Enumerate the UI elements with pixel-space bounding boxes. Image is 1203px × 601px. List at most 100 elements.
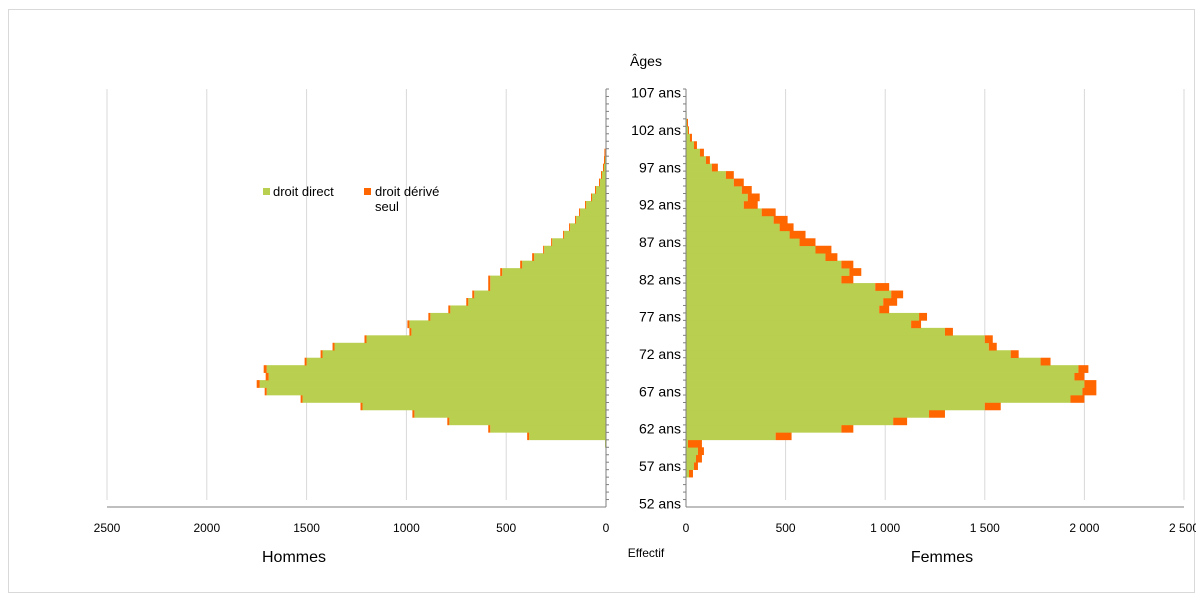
legend-label-derived: droit dérivé xyxy=(375,184,439,199)
bar-women-derived xyxy=(705,156,710,164)
axes xyxy=(107,88,1184,508)
bar-women-direct xyxy=(686,372,1075,381)
bar-men-direct xyxy=(259,380,606,388)
bar-men-direct xyxy=(586,200,606,209)
legend-swatch-derived xyxy=(364,188,371,195)
bar-men-derived xyxy=(409,327,412,336)
bar-women-direct xyxy=(686,387,1083,396)
bar-men-direct xyxy=(411,327,606,336)
bar-men-direct xyxy=(490,424,606,433)
bar-women-derived xyxy=(1082,387,1097,396)
bar-women-direct xyxy=(686,402,985,411)
age-tick-label: 107 ans xyxy=(631,85,681,101)
bar-women-derived xyxy=(893,417,908,426)
men-panel-title: Hommes xyxy=(262,549,326,566)
bar-women-derived xyxy=(688,469,693,478)
bar-men-derived xyxy=(300,395,303,403)
bar-men-derived xyxy=(500,268,503,276)
bar-women-derived xyxy=(695,454,702,463)
age-tick-label: 67 ans xyxy=(639,383,681,399)
bar-men-derived xyxy=(488,275,491,284)
x-tick-label: 500 xyxy=(496,521,516,535)
bar-women-direct xyxy=(686,200,744,209)
bar-men-derived xyxy=(604,156,606,164)
bar-men-direct xyxy=(592,193,606,202)
bar-men-direct xyxy=(576,215,606,224)
bar-men-direct xyxy=(322,350,606,359)
bar-women-derived xyxy=(687,439,702,448)
bar-men-derived xyxy=(575,215,577,224)
bar-women-derived xyxy=(711,163,718,172)
bars xyxy=(256,111,1097,478)
bar-men-derived xyxy=(551,238,553,247)
age-tick-label: 77 ans xyxy=(639,309,681,325)
bar-women-direct xyxy=(686,268,850,276)
bar-women-derived xyxy=(1078,365,1089,373)
bar-women-direct xyxy=(686,432,776,441)
bar-men-direct xyxy=(570,223,606,232)
bar-men-derived xyxy=(579,208,581,217)
bar-men-direct xyxy=(490,275,606,284)
bar-men-direct xyxy=(552,238,606,247)
age-axis-title: Âges xyxy=(630,53,662,69)
bar-men-derived xyxy=(595,186,597,194)
bar-women-direct xyxy=(686,238,800,247)
bar-women-direct xyxy=(686,320,912,329)
bar-women-derived xyxy=(815,245,832,254)
bar-women-direct xyxy=(686,380,1085,388)
bar-women-direct xyxy=(686,133,690,142)
bar-women-derived xyxy=(693,462,698,470)
bar-women-direct xyxy=(686,298,884,306)
bar-men-derived xyxy=(265,372,269,381)
bar-women-direct xyxy=(686,126,688,135)
bar-men-derived xyxy=(520,260,523,269)
bar-men-derived xyxy=(448,305,451,314)
bar-women-direct xyxy=(686,365,1079,373)
bar-women-derived xyxy=(747,193,760,202)
gridlines xyxy=(106,89,1185,500)
bar-women-direct xyxy=(686,148,700,157)
bar-women-derived xyxy=(697,447,704,456)
bar-men-direct xyxy=(468,298,606,306)
bar-men-derived xyxy=(412,409,415,418)
bar-women-derived xyxy=(1040,357,1051,366)
bar-women-direct xyxy=(686,253,826,261)
bar-men-derived xyxy=(532,253,535,261)
bar-women-direct xyxy=(686,178,734,187)
bar-women-direct xyxy=(686,290,892,299)
bar-men-direct xyxy=(602,171,606,179)
bar-men-direct xyxy=(474,290,606,299)
bar-women-derived xyxy=(911,320,922,329)
bar-men-direct xyxy=(450,305,606,314)
bar-women-derived xyxy=(841,275,854,284)
bar-women-direct xyxy=(686,454,696,463)
bar-women-derived xyxy=(841,424,854,433)
bar-women-derived xyxy=(891,290,904,299)
bar-women-derived xyxy=(689,133,692,142)
x-tick-label: 1500 xyxy=(293,521,320,535)
bar-men-derived xyxy=(488,283,491,291)
bar-men-derived xyxy=(563,230,565,239)
bar-women-direct xyxy=(686,395,1071,403)
bar-women-derived xyxy=(789,230,806,239)
bar-women-derived xyxy=(743,200,758,209)
bar-women-derived xyxy=(1084,380,1097,388)
legend-swatch-direct xyxy=(263,188,270,195)
bar-women-derived xyxy=(741,186,752,194)
bar-women-derived xyxy=(775,432,792,441)
bar-men-direct xyxy=(414,409,606,418)
age-tick-label: 72 ans xyxy=(639,346,681,362)
legend-label-derived-cont: seul xyxy=(375,199,399,214)
bar-women-derived xyxy=(773,215,788,224)
bar-women-direct xyxy=(686,156,706,164)
bar-women-derived xyxy=(988,342,997,351)
bar-men-derived xyxy=(264,387,267,396)
bar-women-derived xyxy=(761,208,776,217)
bar-men-derived xyxy=(599,178,601,187)
bar-women-direct xyxy=(686,447,698,456)
bar-men-direct xyxy=(580,208,606,217)
bar-men-direct xyxy=(502,268,606,276)
bar-men-direct xyxy=(604,163,606,172)
bar-women-derived xyxy=(699,148,704,157)
bar-women-derived xyxy=(929,409,945,418)
